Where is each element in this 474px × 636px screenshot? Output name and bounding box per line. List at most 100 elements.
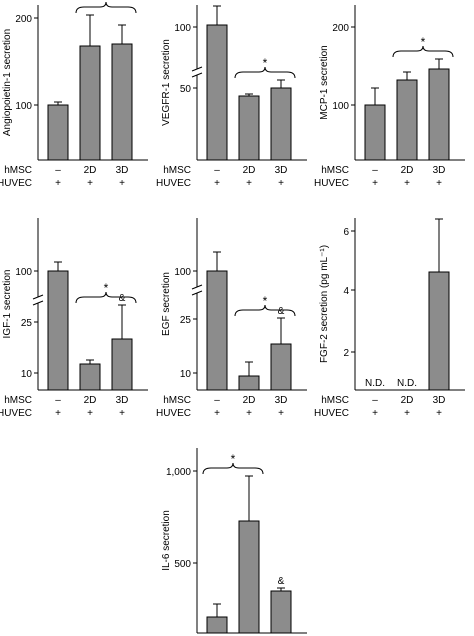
significance-bracket (234, 66, 296, 79)
condition-value: 2D (84, 165, 97, 176)
axis-break-gap (192, 69, 202, 75)
bar-2 (238, 95, 260, 161)
y-tick-label: 200 (15, 14, 32, 25)
y-tick-label: 4 (343, 286, 349, 297)
condition-value: + (278, 408, 284, 419)
condition-row-label: HUVEC (314, 408, 349, 419)
axis-break-mark (191, 72, 203, 78)
condition-row-label: hMSC (163, 395, 191, 406)
condition-value: + (87, 178, 93, 189)
axis-break-mark (32, 294, 44, 300)
not-detected-label: N.D. (397, 378, 417, 389)
condition-value: – (55, 395, 61, 406)
condition-value: + (404, 408, 410, 419)
significance-star: * (421, 35, 426, 49)
condition-value: – (372, 165, 378, 176)
significance-star: * (104, 281, 109, 295)
y-tick-label: 2 (343, 348, 349, 359)
bar-2 (396, 79, 418, 161)
y-tick-label: 100 (332, 101, 349, 112)
y-tick-label: 25 (180, 315, 192, 326)
y-tick-label: 100 (15, 101, 32, 112)
condition-value: + (436, 408, 442, 419)
condition-row-label: hMSC (4, 165, 32, 176)
condition-value: 3D (116, 395, 129, 406)
condition-value: 2D (84, 395, 97, 406)
ampersand-mark: & (278, 306, 285, 317)
significance-star: * (231, 452, 236, 466)
condition-value: 2D (243, 395, 256, 406)
y-tick-label: 6 (343, 227, 349, 238)
condition-row-label: hMSC (4, 395, 32, 406)
condition-value: + (55, 408, 61, 419)
y-tick-label: 10 (21, 369, 33, 380)
y-axis-label: FGF-2 secretion (pg mL⁻¹) (319, 245, 330, 363)
condition-value: – (214, 165, 220, 176)
y-axis-label: EGF secretion (161, 272, 172, 336)
bar-1 (364, 104, 386, 161)
bar-2 (79, 45, 101, 161)
condition-value: + (119, 178, 125, 189)
condition-row-label: HUVEC (156, 408, 191, 419)
condition-value: 2D (401, 395, 414, 406)
condition-value: 3D (433, 395, 446, 406)
condition-value: – (372, 395, 378, 406)
condition-value: + (55, 178, 61, 189)
y-tick-label: 200 (332, 23, 349, 34)
chart-panel-7: 500 1,000 IL-6 secretion * & (161, 448, 307, 634)
y-tick-label: 1,000 (166, 467, 191, 478)
bar-3 (111, 43, 133, 161)
bar-1 (47, 104, 69, 161)
condition-value: + (372, 178, 378, 189)
bar-1 (206, 270, 228, 391)
bar-1 (206, 616, 228, 634)
y-tick-label: 25 (21, 318, 33, 329)
axis-break-gap (192, 287, 202, 293)
y-tick-label: 50 (180, 84, 192, 95)
condition-row-label: hMSC (321, 395, 349, 406)
bar-1 (206, 24, 228, 161)
axis-break-mark (191, 66, 203, 72)
y-tick-label: 500 (174, 559, 191, 570)
y-tick-label: 100 (174, 267, 191, 278)
ampersand-mark: & (278, 576, 285, 587)
bar-2 (238, 375, 260, 391)
condition-value: – (214, 395, 220, 406)
condition-value: 3D (433, 165, 446, 176)
significance-bracket (202, 462, 264, 475)
y-tick-label: 100 (174, 23, 191, 34)
bar-2 (238, 520, 260, 634)
condition-row-label: HUVEC (314, 178, 349, 189)
y-axis-label: Angiopoietin-1 secretion (2, 29, 13, 136)
condition-value: + (119, 408, 125, 419)
condition-row-label: hMSC (163, 165, 191, 176)
significance-bracket (392, 45, 454, 58)
significance-bracket (75, 1, 137, 14)
condition-row-label: HUVEC (156, 178, 191, 189)
significance-bracket (75, 291, 137, 304)
condition-row-label: HUVEC (0, 408, 32, 419)
bar-3 (428, 271, 450, 391)
condition-value: + (246, 408, 252, 419)
condition-value: + (87, 408, 93, 419)
bar-3 (111, 338, 133, 391)
not-detected-label: N.D. (365, 378, 385, 389)
condition-value: + (246, 178, 252, 189)
y-axis-label: IGF-1 secretion (2, 270, 13, 339)
condition-value: + (372, 408, 378, 419)
condition-value: – (55, 165, 61, 176)
condition-value: 2D (243, 165, 256, 176)
ampersand-mark: & (119, 293, 126, 304)
y-tick-label: 100 (15, 267, 32, 278)
bar-3 (270, 590, 292, 634)
condition-row-label: HUVEC (0, 178, 32, 189)
condition-value: + (214, 178, 220, 189)
condition-value: + (436, 178, 442, 189)
significance-star: * (104, 0, 109, 5)
condition-value: + (404, 178, 410, 189)
